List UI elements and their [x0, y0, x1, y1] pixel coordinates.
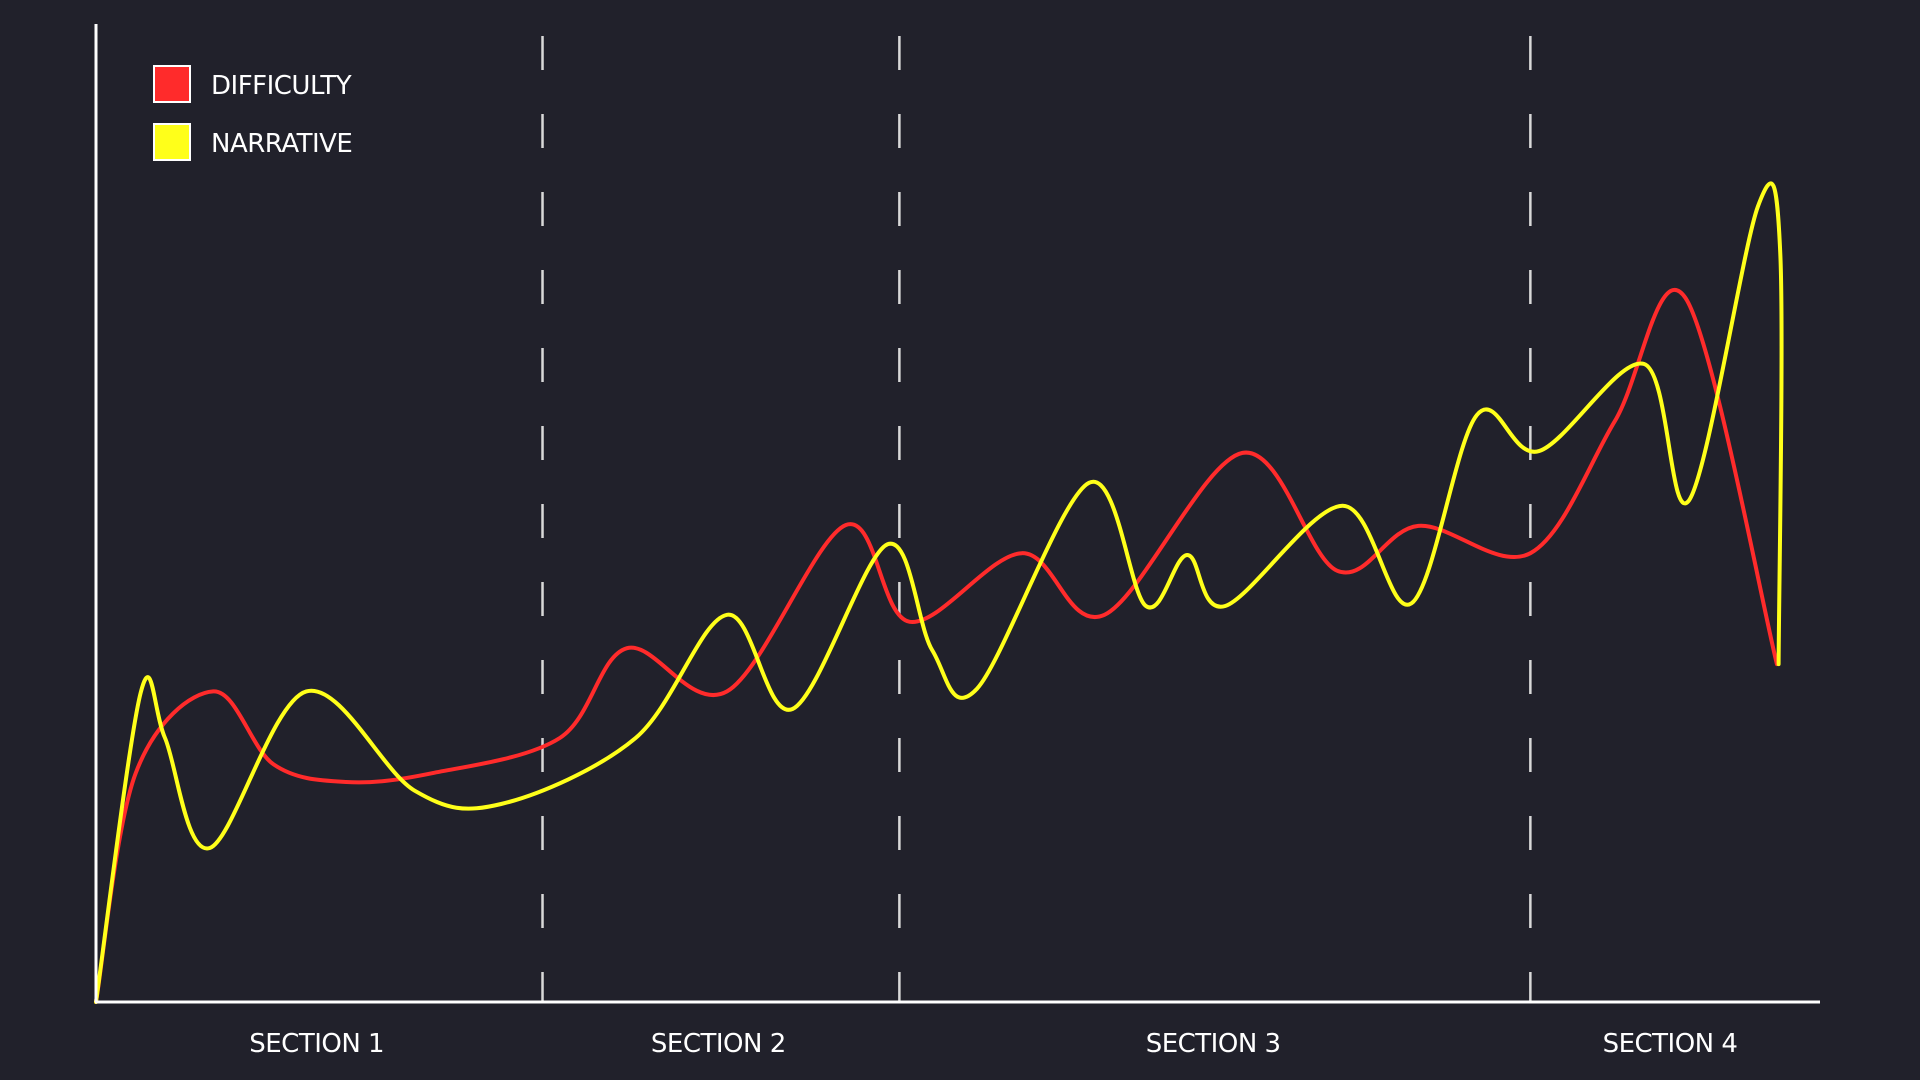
legend-swatch	[153, 123, 191, 161]
section-labels: SECTION 1 SECTION 2 SECTION 3 SECTION 4	[249, 1029, 1738, 1059]
section-label-3: SECTION 3	[1146, 1029, 1281, 1059]
series-line-difficulty	[94, 287, 1779, 1004]
section-label-4: SECTION 4	[1603, 1029, 1738, 1059]
section-label-2: SECTION 2	[651, 1029, 786, 1059]
section-label-1: SECTION 1	[249, 1029, 384, 1059]
legend-item-narrative: NARRATIVE	[153, 123, 353, 161]
section-dividers	[541, 36, 1532, 1002]
axes	[94, 24, 1820, 1004]
series-line-narrative	[94, 181, 1784, 1004]
legend-item-difficulty: DIFFICULTY	[153, 65, 352, 103]
legend-label: NARRATIVE	[211, 129, 352, 159]
legend-label: DIFFICULTY	[211, 71, 352, 101]
legend: DIFFICULTY NARRATIVE	[153, 65, 353, 161]
legend-swatch	[153, 65, 191, 103]
series-lines	[94, 181, 1784, 1004]
